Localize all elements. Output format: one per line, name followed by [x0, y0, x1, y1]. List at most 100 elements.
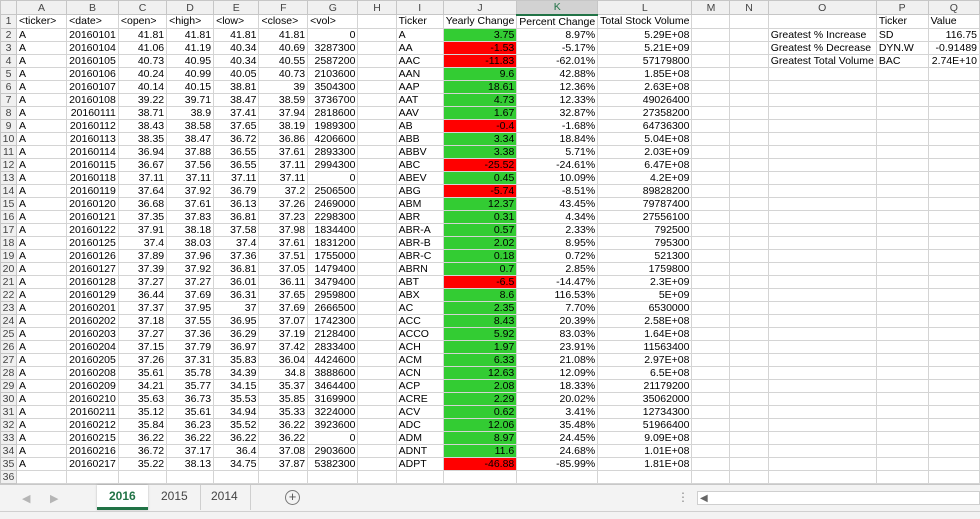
stock-data-cell[interactable]: 37.42 [258, 339, 309, 354]
row-header[interactable]: 30 [0, 391, 17, 406]
stock-data-cell[interactable]: 36.22 [166, 430, 215, 445]
empty-cell[interactable] [927, 352, 980, 367]
stock-data-cell[interactable]: 37.64 [117, 183, 168, 198]
stock-data-cell[interactable]: 37.95 [166, 300, 215, 315]
empty-cell[interactable] [927, 391, 980, 406]
stock-data-cell[interactable]: A [15, 222, 68, 237]
stock-data-cell[interactable]: 20160215 [66, 430, 119, 445]
empty-cell[interactable] [691, 27, 731, 42]
stock-data-cell[interactable]: 20160122 [66, 222, 119, 237]
empty-cell[interactable] [927, 248, 980, 263]
yearly-change-cell[interactable]: 12.06 [442, 417, 518, 432]
stock-data-cell[interactable]: 35.63 [117, 391, 168, 406]
empty-cell[interactable] [927, 300, 980, 315]
greatest-value-cell[interactable]: 116.75 [927, 27, 980, 42]
empty-cell[interactable] [691, 274, 731, 289]
column-header-i[interactable]: I [395, 0, 444, 15]
stock-data-cell[interactable]: 36.73 [166, 391, 215, 406]
empty-cell[interactable] [767, 326, 877, 341]
stock-data-cell[interactable]: 2298300 [307, 209, 359, 224]
stock-data-cell[interactable]: 35.78 [166, 365, 215, 380]
empty-cell[interactable] [691, 222, 731, 237]
column-header-q[interactable]: Q [927, 0, 980, 15]
empty-cell[interactable] [729, 92, 769, 107]
stock-data-cell[interactable]: 20160212 [66, 417, 119, 432]
empty-cell[interactable] [691, 287, 731, 302]
empty-cell[interactable] [767, 404, 877, 419]
stock-data-cell[interactable]: A [15, 456, 68, 471]
stock-data-cell[interactable]: 37.65 [258, 287, 309, 302]
stock-data-cell[interactable]: 37.61 [258, 235, 309, 250]
empty-cell[interactable] [875, 170, 929, 185]
summary-ticker-cell[interactable]: ABB [395, 131, 444, 146]
stock-data-cell[interactable]: 41.06 [117, 40, 168, 55]
stock-data-cell[interactable]: 36.81 [213, 209, 260, 224]
total-volume-cell[interactable]: 5.21E+09 [597, 40, 693, 55]
stock-data-cell[interactable]: 20160111 [66, 105, 119, 120]
greatest-label-cell[interactable]: Greatest % Increase [767, 27, 877, 42]
total-volume-cell[interactable]: 21179200 [597, 378, 693, 393]
empty-cell[interactable] [166, 469, 215, 484]
empty-cell[interactable] [767, 79, 877, 94]
summary-ticker-cell[interactable]: ACM [395, 352, 444, 367]
stock-data-cell[interactable]: 37.36 [166, 326, 215, 341]
row-header[interactable]: 24 [0, 313, 17, 328]
empty-cell[interactable] [357, 144, 397, 159]
stock-data-cell[interactable]: 40.55 [258, 53, 309, 68]
empty-cell[interactable] [691, 196, 731, 211]
empty-cell[interactable] [442, 469, 518, 484]
stock-data-cell[interactable]: 1755000 [307, 248, 359, 263]
stock-data-cell[interactable]: 20160216 [66, 443, 119, 458]
stock-data-cell[interactable]: 40.73 [117, 53, 168, 68]
row-header[interactable]: 2 [0, 27, 17, 42]
row-header[interactable]: 23 [0, 300, 17, 315]
empty-cell[interactable] [691, 118, 731, 133]
stock-data-cell[interactable]: 20160107 [66, 79, 119, 94]
stock-data-cell[interactable]: 37.58 [213, 222, 260, 237]
summary-ticker-cell[interactable]: ABR-C [395, 248, 444, 263]
empty-cell[interactable] [927, 183, 980, 198]
yearly-change-cell[interactable]: -5.74 [442, 183, 518, 198]
stock-data-cell[interactable]: 41.81 [213, 27, 260, 42]
stock-data-cell[interactable]: A [15, 170, 68, 185]
empty-cell[interactable] [357, 209, 397, 224]
percent-change-cell[interactable]: 2.33% [516, 222, 599, 237]
empty-cell[interactable] [729, 183, 769, 198]
stock-data-cell[interactable]: 3736700 [307, 92, 359, 107]
empty-cell[interactable] [213, 469, 260, 484]
tab-splitter-handle[interactable]: ⋮ [677, 490, 689, 504]
summary-ticker-cell[interactable]: ADPT [395, 456, 444, 471]
stock-data-cell[interactable]: 20160113 [66, 131, 119, 146]
percent-change-cell[interactable]: -5.17% [516, 40, 599, 55]
empty-cell[interactable] [691, 92, 731, 107]
total-volume-cell[interactable]: 5E+09 [597, 287, 693, 302]
empty-cell[interactable] [729, 248, 769, 263]
empty-cell[interactable] [927, 235, 980, 250]
empty-cell[interactable] [767, 105, 877, 120]
empty-cell[interactable] [729, 365, 769, 380]
summary-ticker-cell[interactable]: ABG [395, 183, 444, 198]
empty-cell[interactable] [927, 105, 980, 120]
summary-ticker-cell[interactable]: AA [395, 40, 444, 55]
empty-cell[interactable] [691, 365, 731, 380]
summary-ticker-cell[interactable]: AAV [395, 105, 444, 120]
yearly-change-cell[interactable]: 0.7 [442, 261, 518, 276]
summary-header-cell[interactable]: Total Stock Volume [597, 14, 693, 29]
summary-ticker-cell[interactable]: ABX [395, 287, 444, 302]
total-volume-cell[interactable]: 9.09E+08 [597, 430, 693, 445]
stock-data-cell[interactable]: A [15, 118, 68, 133]
percent-change-cell[interactable]: 32.87% [516, 105, 599, 120]
stock-data-cell[interactable]: 20160119 [66, 183, 119, 198]
total-volume-cell[interactable]: 6.5E+08 [597, 365, 693, 380]
empty-cell[interactable] [927, 326, 980, 341]
empty-cell[interactable] [767, 157, 877, 172]
empty-cell[interactable] [927, 404, 980, 419]
stock-data-cell[interactable]: A [15, 144, 68, 159]
empty-cell[interactable] [729, 300, 769, 315]
stock-data-cell[interactable]: 34.94 [213, 404, 260, 419]
stock-data-cell[interactable]: 36.81 [213, 261, 260, 276]
stock-header-cell[interactable]: <date> [66, 14, 119, 29]
stock-data-cell[interactable]: 20160121 [66, 209, 119, 224]
stock-data-cell[interactable]: 36.4 [213, 443, 260, 458]
percent-change-cell[interactable]: 2.85% [516, 261, 599, 276]
